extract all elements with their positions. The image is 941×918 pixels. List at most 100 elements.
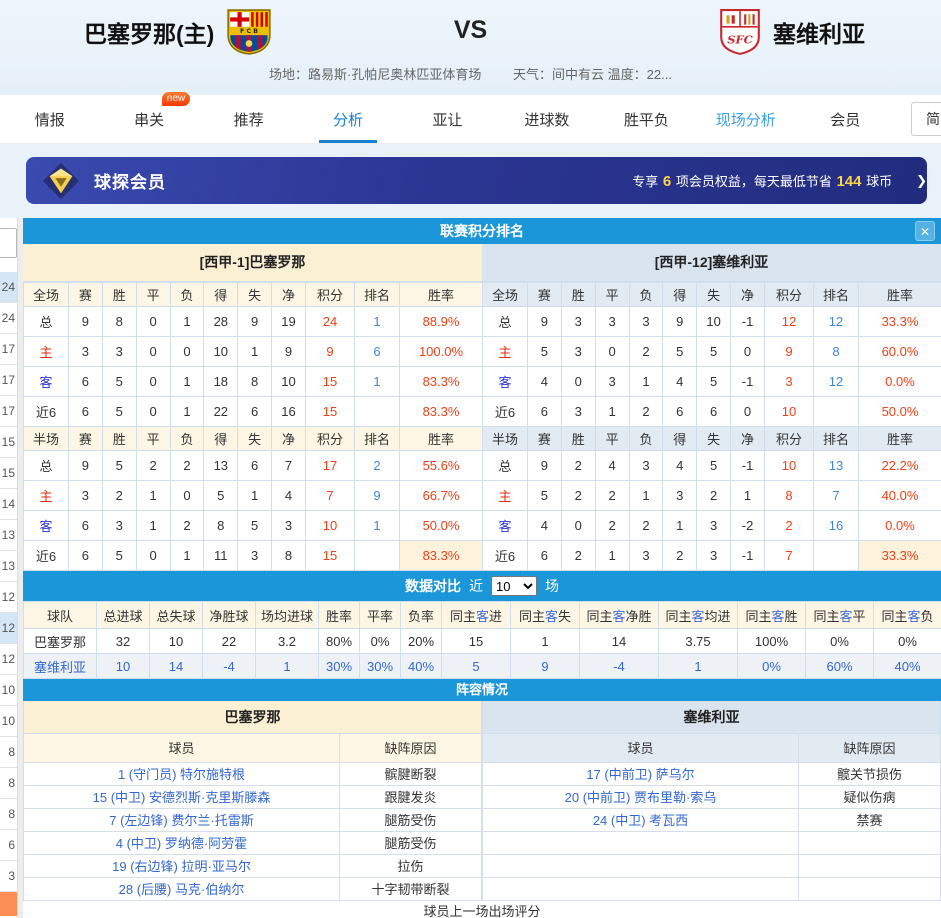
nav-tab[interactable]: 推荐 [199,95,298,143]
player-link[interactable]: 19 (右边锋) 拉明·亚马尔 [23,855,339,878]
comparison-value: 30% [318,653,360,679]
column-header: 净 [730,282,765,307]
nav-tab[interactable]: 会员 [796,95,895,143]
row-label: 主 [23,336,69,367]
points-value: 12 [764,306,814,337]
player-link[interactable]: 24 (中卫) 考瓦西 [482,809,798,832]
points-value: 17 [305,450,355,481]
comparison-column-header: 场均进球 [255,601,319,629]
lineup-row: 24 (中卫) 考瓦西 禁赛 [482,809,941,832]
background-points-value: 24 [0,272,17,303]
standings-section-header: 全场赛胜平负得失净积分 排名 胜率 [482,282,941,307]
stat-value: 13 [203,450,239,481]
stat-value: 0 [560,510,596,541]
stat-value: 5 [527,336,562,367]
comparison-value: 巴塞罗那 [23,628,97,654]
rating-note: 球员上一场出场评分 [23,901,941,918]
stat-value: 5 [101,540,137,571]
stat-value: 5 [527,480,562,511]
lineup-row [482,878,941,901]
background-points-value: 17 [0,334,17,365]
stat-value: 2 [560,480,596,511]
match-header: 巴塞罗那(主) F C B VS [0,0,941,95]
points-value: 7 [764,540,814,571]
stat-value: 5 [662,336,698,367]
points-value: 9 [305,336,355,367]
stat-value: 6 [68,510,103,541]
stat-value: 8 [271,540,306,571]
rank-value: 6 [354,336,400,367]
nav-tab-label: 亚让 [430,105,464,134]
rounds-select[interactable]: 10 [491,576,537,596]
close-icon[interactable]: ✕ [915,221,935,241]
background-points-value: 17 [0,365,17,396]
rank-value [354,396,400,427]
stat-value: 10 [203,336,239,367]
comparison-column-header: 胜率 [318,601,360,629]
stat-value: 5 [101,366,137,397]
column-header: 平 [135,426,171,451]
rank-value [813,540,859,571]
nav-tab[interactable]: 胜平负 [597,95,696,143]
stat-value: 8 [101,306,137,337]
promo-number: 6 [662,173,672,190]
nav-tab-label: 胜平负 [622,105,671,134]
language-toggle[interactable]: 简 [911,102,941,136]
vip-banner[interactable]: 球探会员 专享 6 项会员权益，每天最低节省 144 球币 ❯ [26,157,927,204]
nav-tab[interactable]: 现场分析 [696,95,795,143]
nav-tab[interactable]: 情报 [0,95,99,143]
background-points-value: 12 [0,582,17,613]
lineup-side: 塞维利亚 球员 缺阵原因 17 (中前卫) 萨乌尔 髋关节损伤 20 (中前卫)… [482,701,941,901]
stat-value: -1 [730,540,765,571]
column-header: 胜 [560,282,596,307]
standings-row: 近6 6 5 0 1 11 3 8 15 83.3% [23,540,483,571]
lineup-team-header: 巴塞罗那 [23,701,482,734]
comparison-column-header: 总进球 [96,601,150,629]
nav-tab[interactable]: 串关 new [99,91,198,143]
column-header: 失 [237,426,273,451]
stat-value: -1 [730,366,765,397]
nav-tab-label: 分析 [331,105,365,134]
comparison-value: 100% [737,628,806,654]
standings-row: 总 9 5 2 2 13 6 7 17 2 55.6% [23,450,483,481]
lineup-row: 15 (中卫) 安德烈斯·克里斯滕森 跟腱发炎 [23,786,482,809]
stat-value: 4 [527,366,562,397]
player-link[interactable]: 15 (中卫) 安德烈斯·克里斯滕森 [23,786,339,809]
nav-tab[interactable]: 进球数 [497,95,596,143]
stat-value: 1 [594,396,630,427]
player-link[interactable]: 17 (中前卫) 萨乌尔 [482,763,798,786]
stat-value: 1 [169,366,205,397]
background-points-value: 12 [0,613,17,644]
nav-tab[interactable]: 分析 [298,95,397,143]
rank-value: 1 [354,306,400,337]
player-link[interactable]: 4 (中卫) 罗纳德·阿劳霍 [23,832,339,855]
player-link[interactable]: 7 (左边锋) 费尔兰·托雷斯 [23,809,339,832]
player-link[interactable]: 1 (守门员) 特尔施特根 [23,763,339,786]
standings-body: [西甲-1]巴塞罗那 全场赛胜平负得失净积分 排名 胜率 总 9 8 0 1 28 9 19 2… [23,244,941,571]
rank-value: 8 [813,336,859,367]
player-link[interactable]: 28 (后腰) 马克·伯纳尔 [23,878,339,901]
nav-tab[interactable]: 亚让 [398,95,497,143]
stat-value: 3 [696,540,732,571]
stat-value: 1 [135,510,171,541]
row-label: 总 [23,306,69,337]
player-link[interactable] [482,855,798,878]
player-link[interactable]: 20 (中前卫) 贾布里勒·索乌 [482,786,798,809]
player-link[interactable] [482,878,798,901]
stat-value: 6 [68,540,103,571]
nav-tab-label: 会员 [828,105,862,134]
column-header: 负 [628,282,664,307]
row-label: 主 [482,336,528,367]
stat-value: 1 [628,480,664,511]
column-header: 失 [696,426,732,451]
comparison-column-header: 同主客均进 [658,601,738,629]
player-link[interactable] [482,832,798,855]
lineup-row: 28 (后腰) 马克·伯纳尔 十字韧带断裂 [23,878,482,901]
absence-reason: 腿筋受伤 [339,809,482,832]
stat-value: 1 [628,366,664,397]
points-value: 10 [764,396,814,427]
